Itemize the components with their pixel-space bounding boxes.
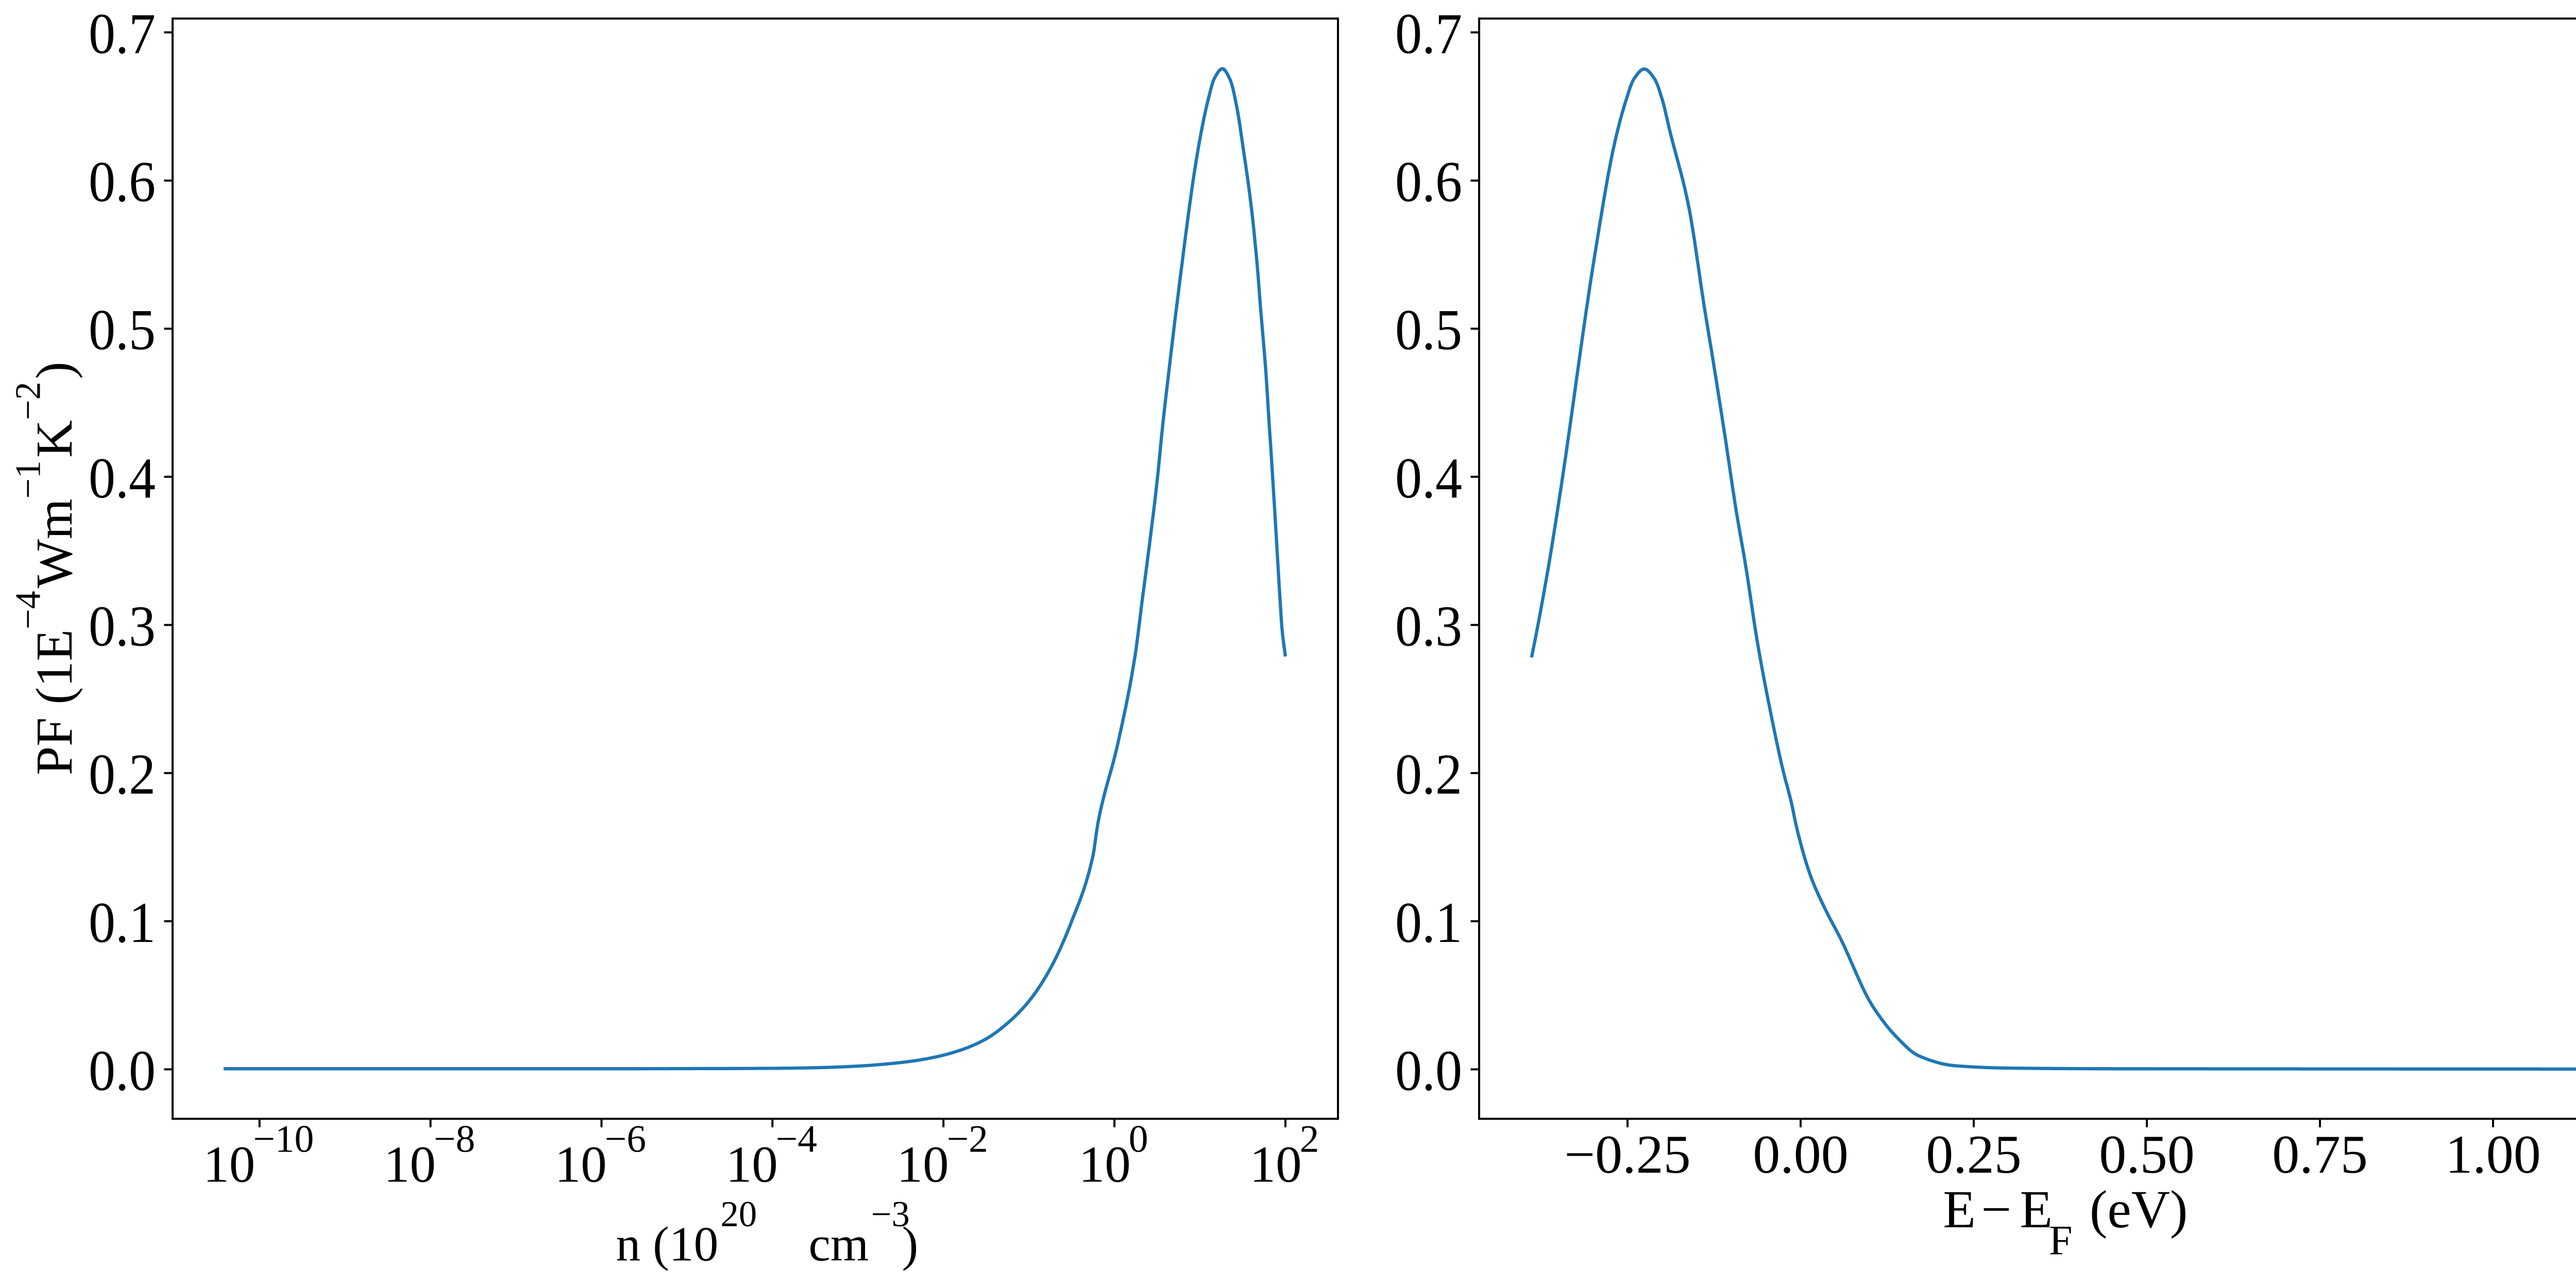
svg-text:0.4: 0.4: [1395, 447, 1462, 510]
svg-text:0.3: 0.3: [89, 595, 156, 658]
svg-text:0.00: 0.00: [1753, 1124, 1849, 1185]
svg-text:10: 10: [726, 1136, 778, 1193]
svg-text:0.6: 0.6: [89, 150, 156, 214]
svg-text:0: 0: [1129, 1118, 1148, 1161]
svg-text:0.0: 0.0: [1395, 1039, 1462, 1103]
svg-text:10: 10: [1079, 1136, 1131, 1193]
svg-text:0.2: 0.2: [1395, 743, 1462, 806]
svg-text:0.1: 0.1: [1395, 891, 1462, 954]
svg-text:n (10: n (10: [616, 1216, 719, 1271]
svg-text:0.75: 0.75: [2272, 1124, 2368, 1185]
svg-text:−0.25: −0.25: [1564, 1124, 1690, 1185]
svg-text:0.2: 0.2: [89, 743, 156, 806]
svg-text:0.50: 0.50: [2099, 1124, 2195, 1185]
svg-text:−8: −8: [434, 1118, 475, 1161]
svg-text:0.4: 0.4: [89, 447, 156, 510]
svg-text:2: 2: [1300, 1118, 1319, 1161]
svg-text:PF (1E: PF (1E: [25, 629, 83, 775]
svg-text:0.25: 0.25: [1926, 1124, 2022, 1185]
svg-text:0.3: 0.3: [1395, 595, 1462, 658]
svg-text:−4: −4: [9, 591, 48, 629]
svg-text:0.0: 0.0: [89, 1039, 156, 1103]
svg-text:−1: −1: [9, 460, 48, 499]
svg-text:−4: −4: [776, 1118, 817, 1161]
svg-text:(eV): (eV): [2090, 1180, 2188, 1239]
svg-text:0.1: 0.1: [89, 891, 156, 954]
svg-text:−: −: [1981, 1180, 2012, 1239]
svg-text:−2: −2: [947, 1118, 988, 1161]
svg-text:−3: −3: [871, 1194, 910, 1234]
svg-text:E: E: [1943, 1180, 1976, 1239]
svg-text:E: E: [2020, 1180, 2053, 1239]
svg-text:): ): [902, 1216, 919, 1271]
svg-text:F: F: [2049, 1217, 2073, 1264]
svg-text:−2: −2: [9, 382, 48, 420]
svg-text:0.6: 0.6: [1395, 150, 1462, 214]
svg-text:10: 10: [203, 1136, 255, 1193]
svg-text:cm: cm: [809, 1216, 869, 1271]
svg-text:10: 10: [555, 1136, 607, 1193]
svg-text:10: 10: [897, 1136, 949, 1193]
svg-text:K: K: [25, 420, 83, 458]
svg-text:): ): [25, 362, 83, 379]
svg-text:10: 10: [384, 1136, 436, 1193]
svg-text:0.7: 0.7: [1395, 3, 1462, 66]
svg-text:0.7: 0.7: [89, 3, 156, 66]
svg-text:−10: −10: [253, 1118, 314, 1161]
svg-text:10: 10: [1250, 1136, 1302, 1193]
svg-text:0.5: 0.5: [1395, 299, 1462, 362]
svg-text:20: 20: [721, 1194, 757, 1234]
svg-text:0.5: 0.5: [89, 299, 156, 362]
svg-text:−6: −6: [605, 1118, 646, 1161]
svg-text:1.00: 1.00: [2445, 1124, 2541, 1185]
svg-text:Wm: Wm: [25, 499, 83, 588]
